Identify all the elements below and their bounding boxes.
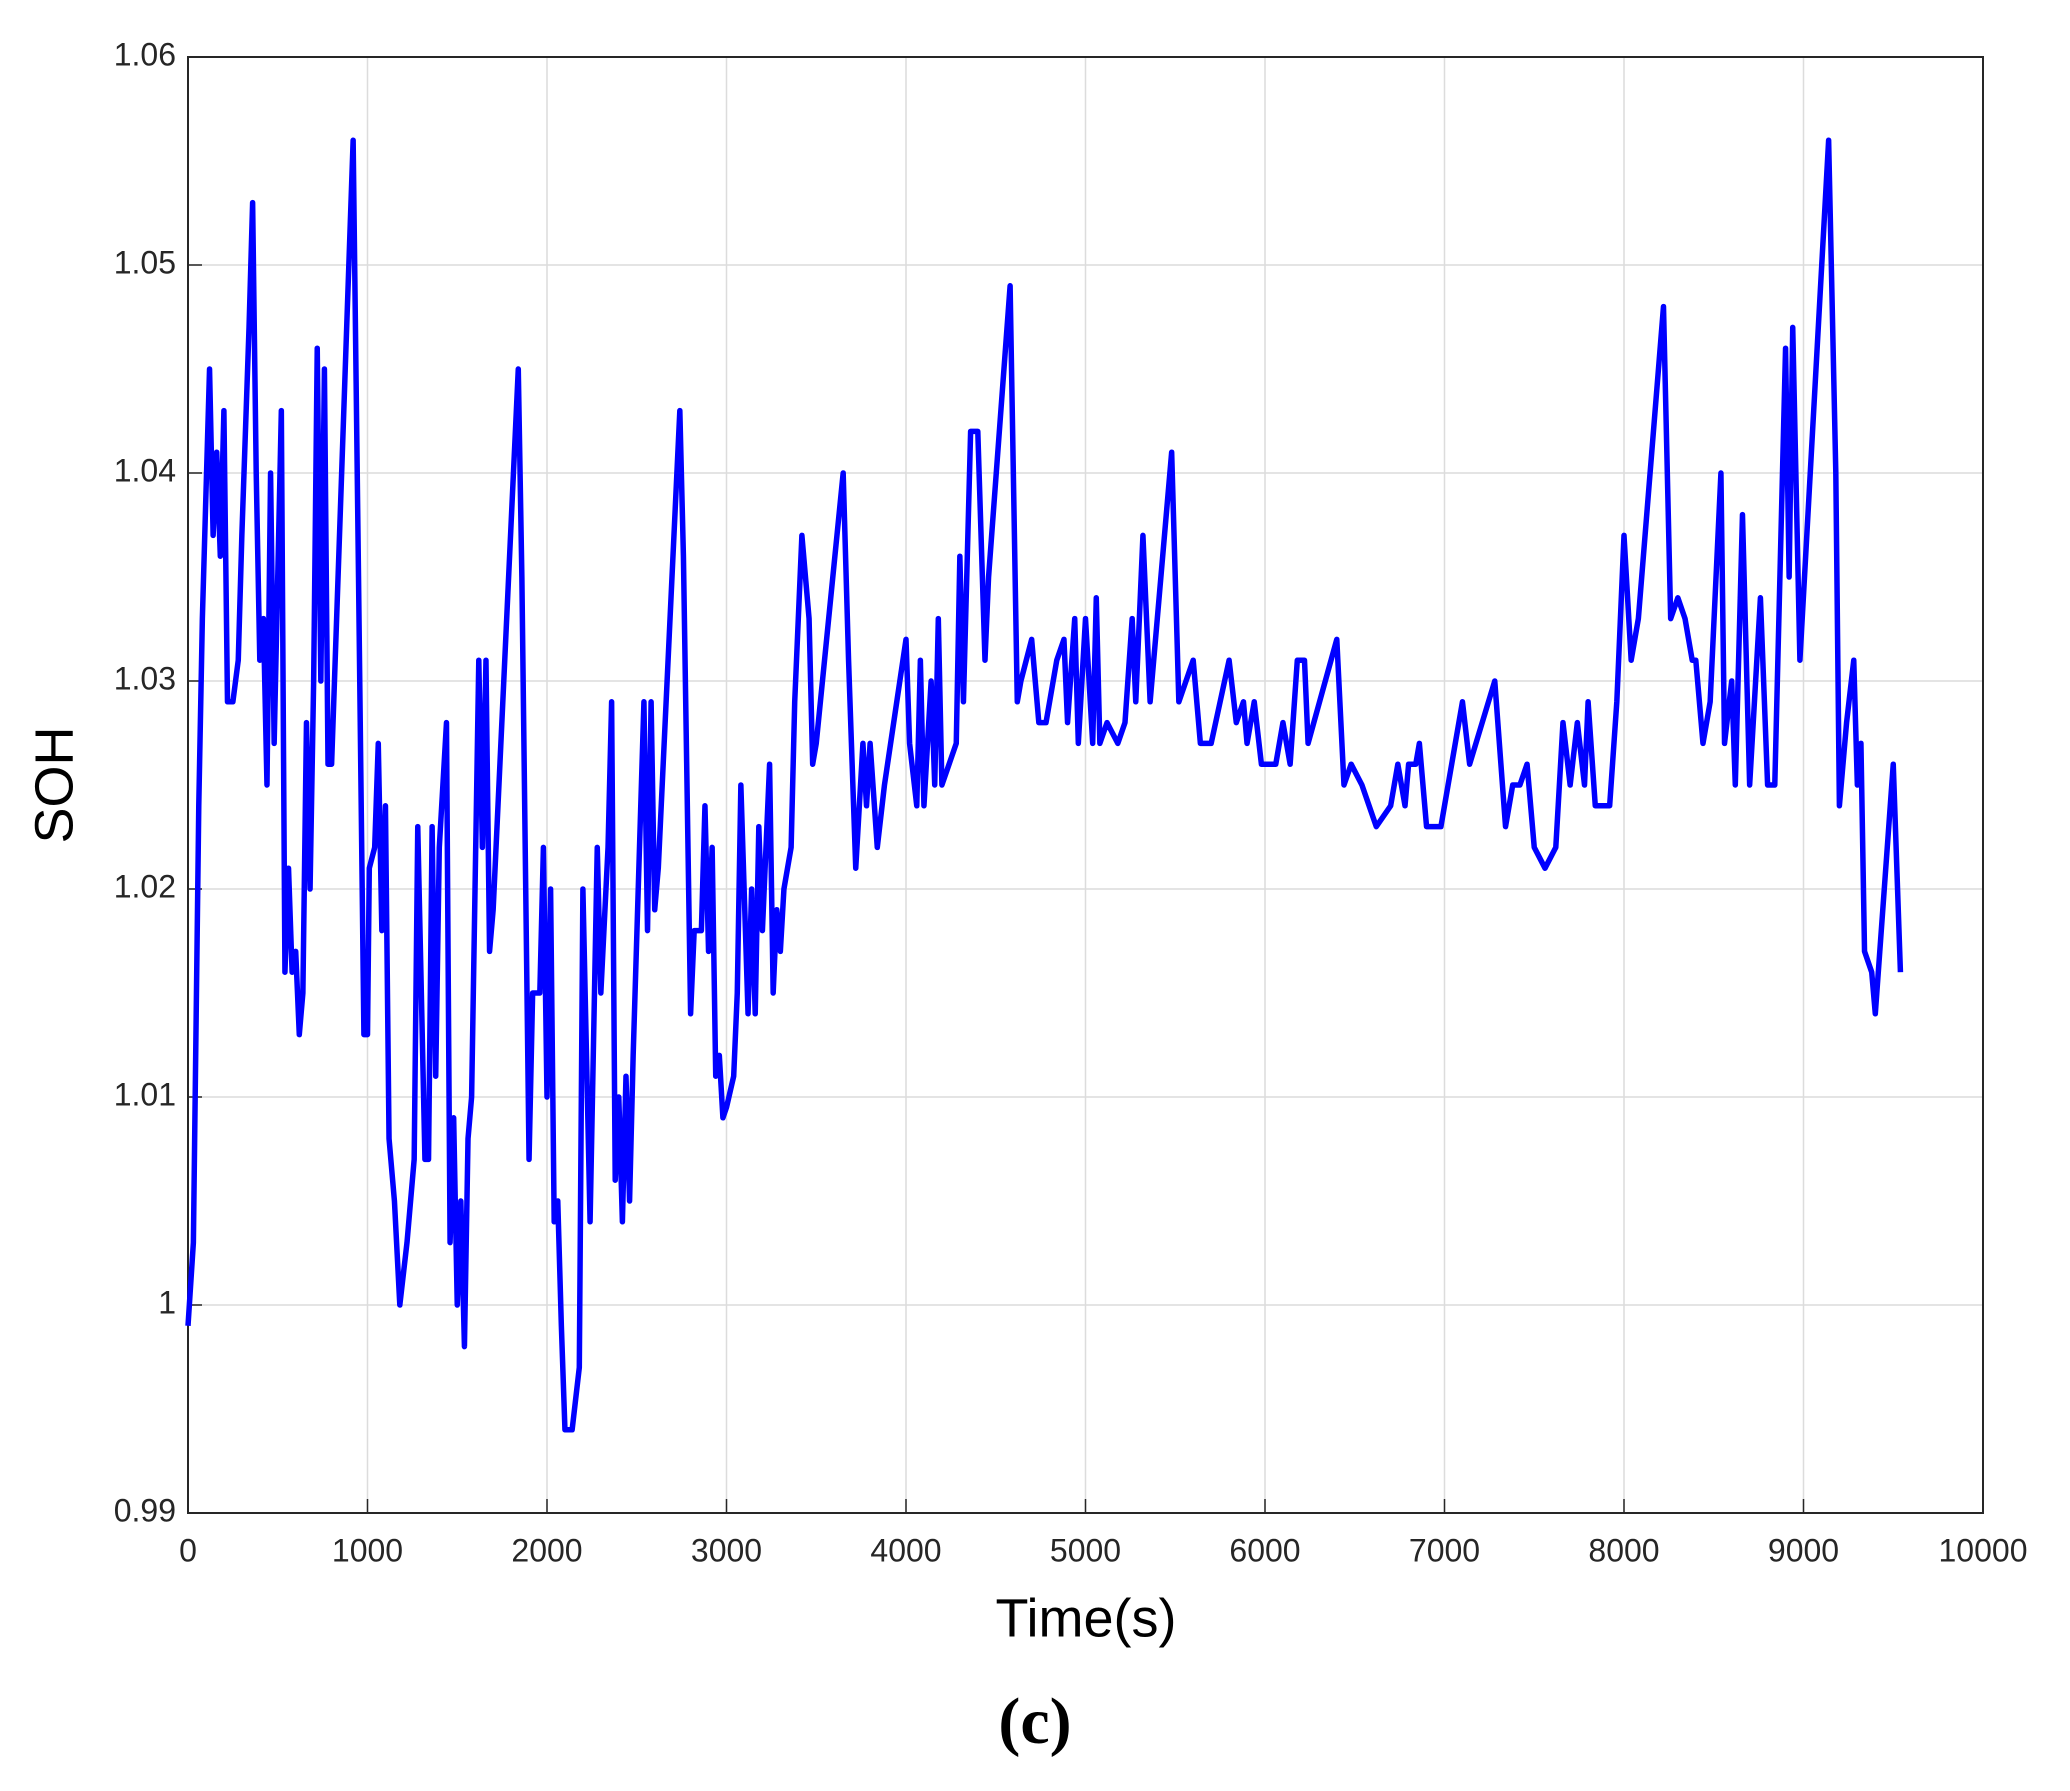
caption: (c) [998, 1685, 1071, 1758]
y-tick-label: 1.03 [114, 660, 176, 696]
y-tick-label: 1.01 [114, 1076, 176, 1112]
y-tick-label: 1.05 [114, 244, 176, 280]
x-tick-label: 4000 [870, 1532, 941, 1568]
y-tick-label: 1.04 [114, 452, 176, 488]
x-tick-label: 8000 [1588, 1532, 1659, 1568]
y-tick-label: 0.99 [114, 1492, 176, 1528]
x-tick-label: 7000 [1409, 1532, 1480, 1568]
x-tick-label: 10000 [1939, 1532, 2028, 1568]
y-tick-label: 1.06 [114, 36, 176, 72]
x-tick-label: 5000 [1050, 1532, 1121, 1568]
y-axis-label: SOH [24, 726, 84, 843]
x-tick-label: 6000 [1229, 1532, 1300, 1568]
x-tick-label: 0 [179, 1532, 197, 1568]
x-tick-label: 2000 [511, 1532, 582, 1568]
x-tick-label: 3000 [691, 1532, 762, 1568]
data-line [185, 137, 1904, 1433]
y-tick-label: 1 [158, 1284, 176, 1320]
x-tick-label: 9000 [1768, 1532, 1839, 1568]
axes-box [187, 56, 1984, 1514]
x-tick-label: 1000 [332, 1532, 403, 1568]
y-tick-label: 1.02 [114, 868, 176, 904]
x-axis-label: Time(s) [996, 1588, 1177, 1648]
